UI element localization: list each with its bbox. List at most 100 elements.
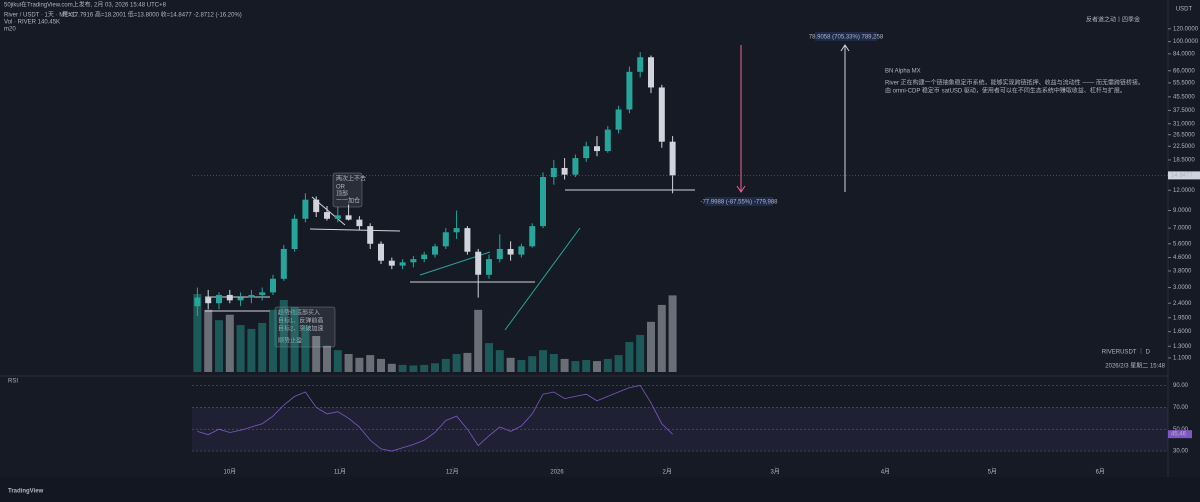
candle-body	[216, 294, 222, 304]
volume-bar	[420, 364, 429, 372]
x-tick-label: 6月	[1096, 469, 1105, 476]
rsi-last-label: 45.46	[1171, 432, 1187, 438]
currency: USDT	[1176, 7, 1193, 13]
x-tick-label: 12月	[446, 469, 459, 476]
annotation-box	[274, 306, 336, 348]
volume-bar	[668, 295, 677, 372]
candle-body	[432, 246, 438, 255]
volume-bar	[431, 363, 439, 372]
annotation-line: 顺势止盈	[278, 337, 302, 345]
volume-bar	[625, 342, 634, 372]
volume-bar	[636, 334, 645, 372]
logo: TradingView	[8, 489, 44, 495]
volume-bar	[377, 358, 385, 372]
rsi-tick-label: 70.00	[1173, 405, 1189, 411]
annotation-line: 目标1、反弹前高	[278, 317, 323, 325]
candle-body	[356, 219, 363, 227]
drawings	[205, 44, 850, 331]
volume-bar	[215, 320, 223, 372]
y-tick-label: 1.9500	[1173, 315, 1192, 321]
y-tick-label: 9.0000	[1173, 208, 1192, 214]
datetime: 2026/2/3 星期二 15:48	[1105, 362, 1165, 370]
volume-bar	[560, 358, 569, 372]
candle-body	[594, 146, 600, 152]
candle-body	[604, 129, 611, 152]
rsi-tick-label: 90.00	[1173, 383, 1189, 389]
candle-body	[280, 248, 287, 279]
volume-bar	[452, 354, 461, 372]
candle-body	[334, 215, 341, 219]
volume-bar	[269, 309, 277, 372]
y-tick-label: 31.0000	[1173, 121, 1195, 127]
candle-body	[270, 278, 276, 293]
volume-bar	[582, 360, 591, 372]
x-tick-label: 4月	[881, 469, 890, 476]
volume-bar	[258, 322, 267, 372]
y-tick-label: 100.0000	[1173, 39, 1199, 45]
rsi-title: RSI	[8, 379, 18, 385]
candle-body	[648, 57, 654, 88]
candle-body	[453, 228, 460, 233]
volume-bar	[441, 358, 450, 372]
y-tick-label: 18.5000	[1173, 158, 1195, 164]
candle-body	[486, 259, 492, 275]
candle-body	[248, 294, 255, 298]
candle-body	[637, 57, 644, 72]
y-tick-label: 2.4000	[1173, 301, 1192, 307]
candle-body	[464, 228, 471, 252]
symbol: River / USDT · 1天 · MEXC	[4, 12, 77, 19]
y-tick-label: 120.0000	[1173, 26, 1199, 32]
brand: 反者道之动丨四季金	[1086, 16, 1140, 24]
volume-bar	[204, 309, 213, 372]
candle-body	[518, 246, 525, 255]
candle-body	[550, 167, 557, 178]
volume-bar	[398, 364, 407, 372]
candle-body	[259, 292, 266, 295]
note-line: 由 omni-CDP 稳定币 satUSD 驱动，使用者可以在不同生态系统中赚取…	[885, 87, 1126, 95]
y-tick-label: 37.5000	[1173, 108, 1195, 114]
y-tick-label: 1.1000	[1173, 356, 1192, 362]
ohlc: 开=17.7916 高=18.2001 低=13.8000 收=14.8477 …	[62, 11, 242, 19]
volume-bar	[485, 343, 493, 372]
candle-body	[410, 259, 417, 263]
volume-bar	[301, 326, 310, 372]
measure-label: -77.9988 (-87.55%) -779,988	[700, 200, 778, 206]
y-tick-label: 12.0000	[1173, 188, 1195, 194]
volume-bar	[463, 352, 472, 372]
published: 50jikui在TradingView.com上发布, 2月 03, 2026 …	[4, 1, 167, 9]
volume-bar	[409, 365, 418, 372]
volume-bar	[312, 336, 321, 372]
annotation-line: 趋势线底部买入	[278, 309, 320, 317]
volume-bar	[193, 294, 202, 372]
y-tick-label: 55.5000	[1173, 80, 1195, 86]
candle-body	[475, 251, 482, 275]
last-price-box	[1168, 171, 1200, 180]
annotation-line: 目标2、突破加速	[278, 325, 323, 333]
x-tick-label: 2026	[550, 470, 564, 476]
volume-bar	[344, 354, 353, 372]
volume-bar	[614, 355, 623, 372]
rsi-tick-label: 30.00	[1173, 449, 1189, 455]
candle-body	[540, 177, 546, 227]
volume-bar	[603, 358, 612, 372]
candle-body	[324, 212, 330, 219]
volume-bar	[549, 354, 558, 372]
x-tick-label: 3月	[771, 469, 780, 476]
y-tick-label: 3.0000	[1173, 285, 1192, 291]
x-tick-label: 5月	[988, 469, 997, 476]
annotation-line: 一一加仓	[336, 197, 360, 205]
volume-bar	[495, 350, 504, 372]
volume-bar	[323, 345, 331, 372]
volume-bar	[528, 356, 537, 372]
volume-bar	[236, 325, 245, 372]
annotation-line: 顶部	[336, 190, 348, 198]
indicator: m20	[4, 27, 16, 33]
measure-box	[705, 197, 773, 206]
volume-bar	[506, 357, 515, 372]
y-tick-label: 5.6000	[1173, 241, 1192, 247]
y-tick-label: 66.0000	[1173, 68, 1195, 74]
candle-body	[205, 297, 212, 304]
